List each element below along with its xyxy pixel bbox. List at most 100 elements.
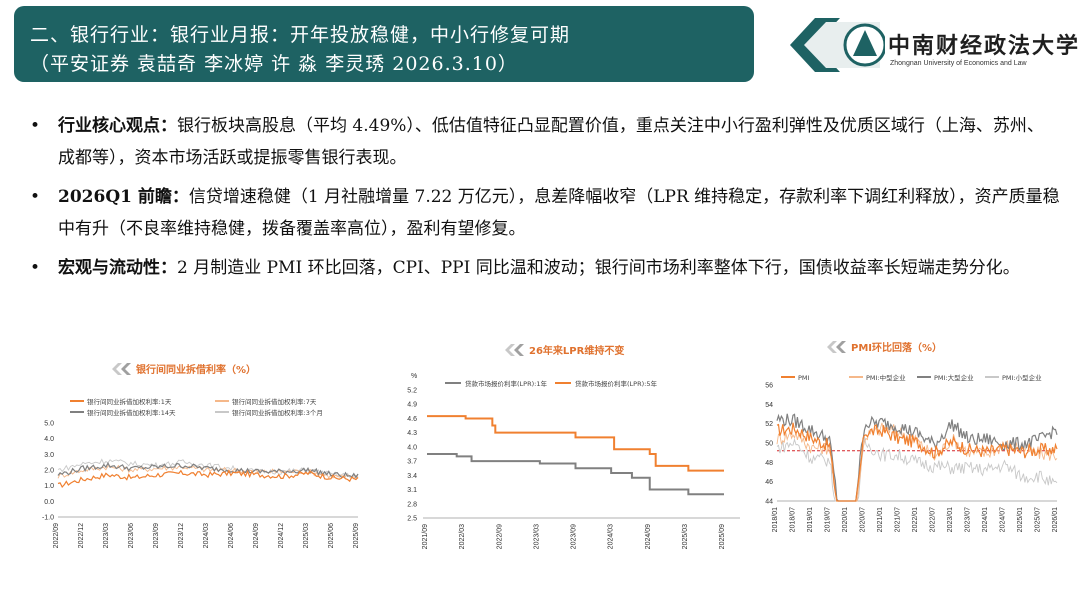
bullet-text: 信贷增速稳健（1 月社融增量 7.22 万亿元），息差降幅收窄（LPR 维持稳定… xyxy=(58,187,1060,239)
legend-label: 银行间同业拆借加权利率:3个月 xyxy=(232,408,323,417)
series-line xyxy=(776,422,1058,502)
slide-title: 二、银行行业：银行业月报：开年投放稳健，中小行修复可期 xyxy=(30,24,571,46)
bullet-item: • 行业核心观点：银行板块高股息（平均 4.49%）、低估值特征凸显配置价值，重点… xyxy=(30,110,1060,174)
legend-label: PMI:大型企业 xyxy=(934,373,974,382)
legend-label: 银行间同业拆借加权利率:1天 xyxy=(87,397,172,406)
bullet-label: 宏观与流动性： xyxy=(58,258,177,278)
university-name: 中南财经政法大学 xyxy=(888,33,1080,59)
interbank-rate-svg: 银行间同业拆借利率（%） 5.0 4.0 3.0 2.0 1.0 0.0 -1.02022/0… xyxy=(42,363,360,548)
x-tick-label: 2019/07 xyxy=(825,507,832,532)
y-tick-label: 48 xyxy=(765,460,773,467)
x-tick-label: 2024/12 xyxy=(278,523,285,548)
series-line xyxy=(427,415,724,472)
y-tick-label: 54 xyxy=(765,402,773,409)
x-tick-label: 2023/03 xyxy=(103,523,110,548)
x-tick-label: 2025/03 xyxy=(682,524,689,549)
x-tick-label: 2022/12 xyxy=(78,523,85,548)
x-tick-label: 2023/09 xyxy=(571,524,578,549)
x-tick-label: 2023/12 xyxy=(178,523,185,548)
y-tick-label: 56 xyxy=(765,383,773,390)
chart-title: 26年来LPR维持不变 xyxy=(529,344,624,357)
x-tick-label: 2025/09 xyxy=(719,524,726,549)
title-chevron-icon xyxy=(112,363,122,375)
title-chevron-icon xyxy=(827,341,837,353)
chart-title: PMI环比回落（%） xyxy=(851,341,942,354)
x-tick-label: 2023/03 xyxy=(533,524,540,549)
y-axis-unit: % xyxy=(411,373,417,380)
title-chevron-icon xyxy=(514,344,524,356)
y-tick-label: 3.0 xyxy=(44,452,54,459)
legend-label: 银行间同业拆借加权利率:7天 xyxy=(232,397,317,406)
legend-label: PMI xyxy=(798,374,810,382)
bullet-label: 2026Q1 前瞻： xyxy=(58,187,189,207)
bullet-dot: • xyxy=(30,258,41,278)
x-tick-label: 2024/07 xyxy=(1000,507,1007,532)
bullet-dot: • xyxy=(30,116,41,136)
x-tick-label: 2022/03 xyxy=(459,524,466,549)
x-tick-label: 2024/01 xyxy=(982,507,989,532)
x-tick-label: 2018/01 xyxy=(772,507,779,532)
y-tick-label: 3.4 xyxy=(407,473,417,480)
slide-header: 二、银行行业：银行业月报：开年投放稳健，中小行修复可期 （平安证券 袁喆奇 李冰… xyxy=(14,6,754,82)
y-tick-label: 46 xyxy=(765,479,773,486)
x-tick-label: 2020/07 xyxy=(860,507,867,532)
title-chevron-icon xyxy=(836,341,846,353)
x-tick-label: 2026/01 xyxy=(1052,507,1059,532)
x-tick-label: 2021/07 xyxy=(895,507,902,532)
x-tick-label: 2025/07 xyxy=(1035,507,1042,532)
series-line xyxy=(427,453,724,496)
legend-label: PMI:小型企业 xyxy=(1002,373,1042,382)
y-tick-label: 3.1 xyxy=(407,487,417,494)
x-tick-label: 2025/06 xyxy=(328,523,335,548)
lpr-svg: 26年来LPR维持不变% 5.2 4.9 4.6 4.3 4.0 3.7 3.4 3.1 2.8 2… xyxy=(407,344,740,549)
y-tick-label: 3.7 xyxy=(407,459,417,466)
y-tick-label: 2.8 xyxy=(407,501,417,508)
x-tick-label: 2025/09 xyxy=(353,523,360,548)
x-tick-label: 2025/03 xyxy=(303,523,310,548)
university-english-name: Zhongnan University of Economics and Law xyxy=(890,60,1027,67)
bullet-list: • 行业核心观点：银行板块高股息（平均 4.49%）、低估值特征凸显配置价值，重点… xyxy=(30,110,1060,291)
x-tick-label: 2024/06 xyxy=(228,523,235,548)
x-tick-label: 2022/09 xyxy=(53,523,60,548)
y-tick-label: -1.0 xyxy=(42,515,54,522)
bullet-item: • 2026Q1 前瞻：信贷增速稳健（1 月社融增量 7.22 万亿元），息差降幅… xyxy=(30,181,1060,245)
bullet-dot: • xyxy=(30,187,41,207)
legend-label: 贷款市场报价利率(LPR):1年 xyxy=(465,379,547,388)
bullet-text: 2 月制造业 PMI 环比回落，CPI、PPI 同比温和波动；银行间市场利率整体… xyxy=(177,258,1020,278)
y-tick-label: 2.5 xyxy=(407,516,417,523)
bullet-item: • 宏观与流动性：2 月制造业 PMI 环比回落，CPI、PPI 同比温和波动；银… xyxy=(30,252,1060,284)
title-chevron-icon xyxy=(121,363,131,375)
x-tick-label: 2024/09 xyxy=(253,523,260,548)
series-line xyxy=(776,437,1058,502)
x-tick-label: 2021/01 xyxy=(877,507,884,532)
lpr-chart: 26年来LPR维持不变% 5.2 4.9 4.6 4.3 4.0 3.7 3.4 3.1 2.8 2… xyxy=(395,340,745,570)
y-tick-label: 5.0 xyxy=(44,421,54,428)
y-tick-label: 4.6 xyxy=(407,416,417,423)
x-tick-label: 2022/09 xyxy=(496,524,503,549)
legend-label: PMI:中型企业 xyxy=(866,373,906,382)
y-tick-label: 1.0 xyxy=(44,483,54,490)
series-line xyxy=(57,461,359,479)
x-tick-label: 2021/09 xyxy=(422,524,429,549)
series-line xyxy=(776,413,1058,502)
x-tick-label: 2019/01 xyxy=(807,507,814,532)
x-tick-label: 2024/03 xyxy=(608,524,615,549)
y-tick-label: 4.0 xyxy=(407,444,417,451)
title-chevron-icon xyxy=(505,344,515,356)
x-tick-label: 2025/01 xyxy=(1017,507,1024,532)
x-tick-label: 2020/01 xyxy=(842,507,849,532)
series-line xyxy=(57,469,359,489)
pmi-chart: PMI环比回落（%） 56 54 52 50 48 46 44 2018/01 2018/07 20… xyxy=(755,335,1067,570)
interbank-rate-chart: 银行间同业拆借利率（%） 5.0 4.0 3.0 2.0 1.0 0.0 -1.0 2022/0… xyxy=(30,355,365,570)
slide-subtitle: （平安证券 袁喆奇 李冰婷 许 淼 李灵琇 2026.3.10） xyxy=(30,53,518,75)
y-tick-label: 52 xyxy=(765,421,773,428)
y-tick-label: 4.9 xyxy=(407,402,417,409)
x-tick-label: 2022/07 xyxy=(930,507,937,532)
y-tick-label: 0.0 xyxy=(44,499,54,506)
x-tick-label: 2024/03 xyxy=(203,523,210,548)
chevron-logo-icon xyxy=(790,18,887,72)
legend-label: 银行间同业拆借加权利率:14天 xyxy=(87,408,176,417)
x-tick-label: 2024/09 xyxy=(645,524,652,549)
x-tick-label: 2018/07 xyxy=(790,507,797,532)
